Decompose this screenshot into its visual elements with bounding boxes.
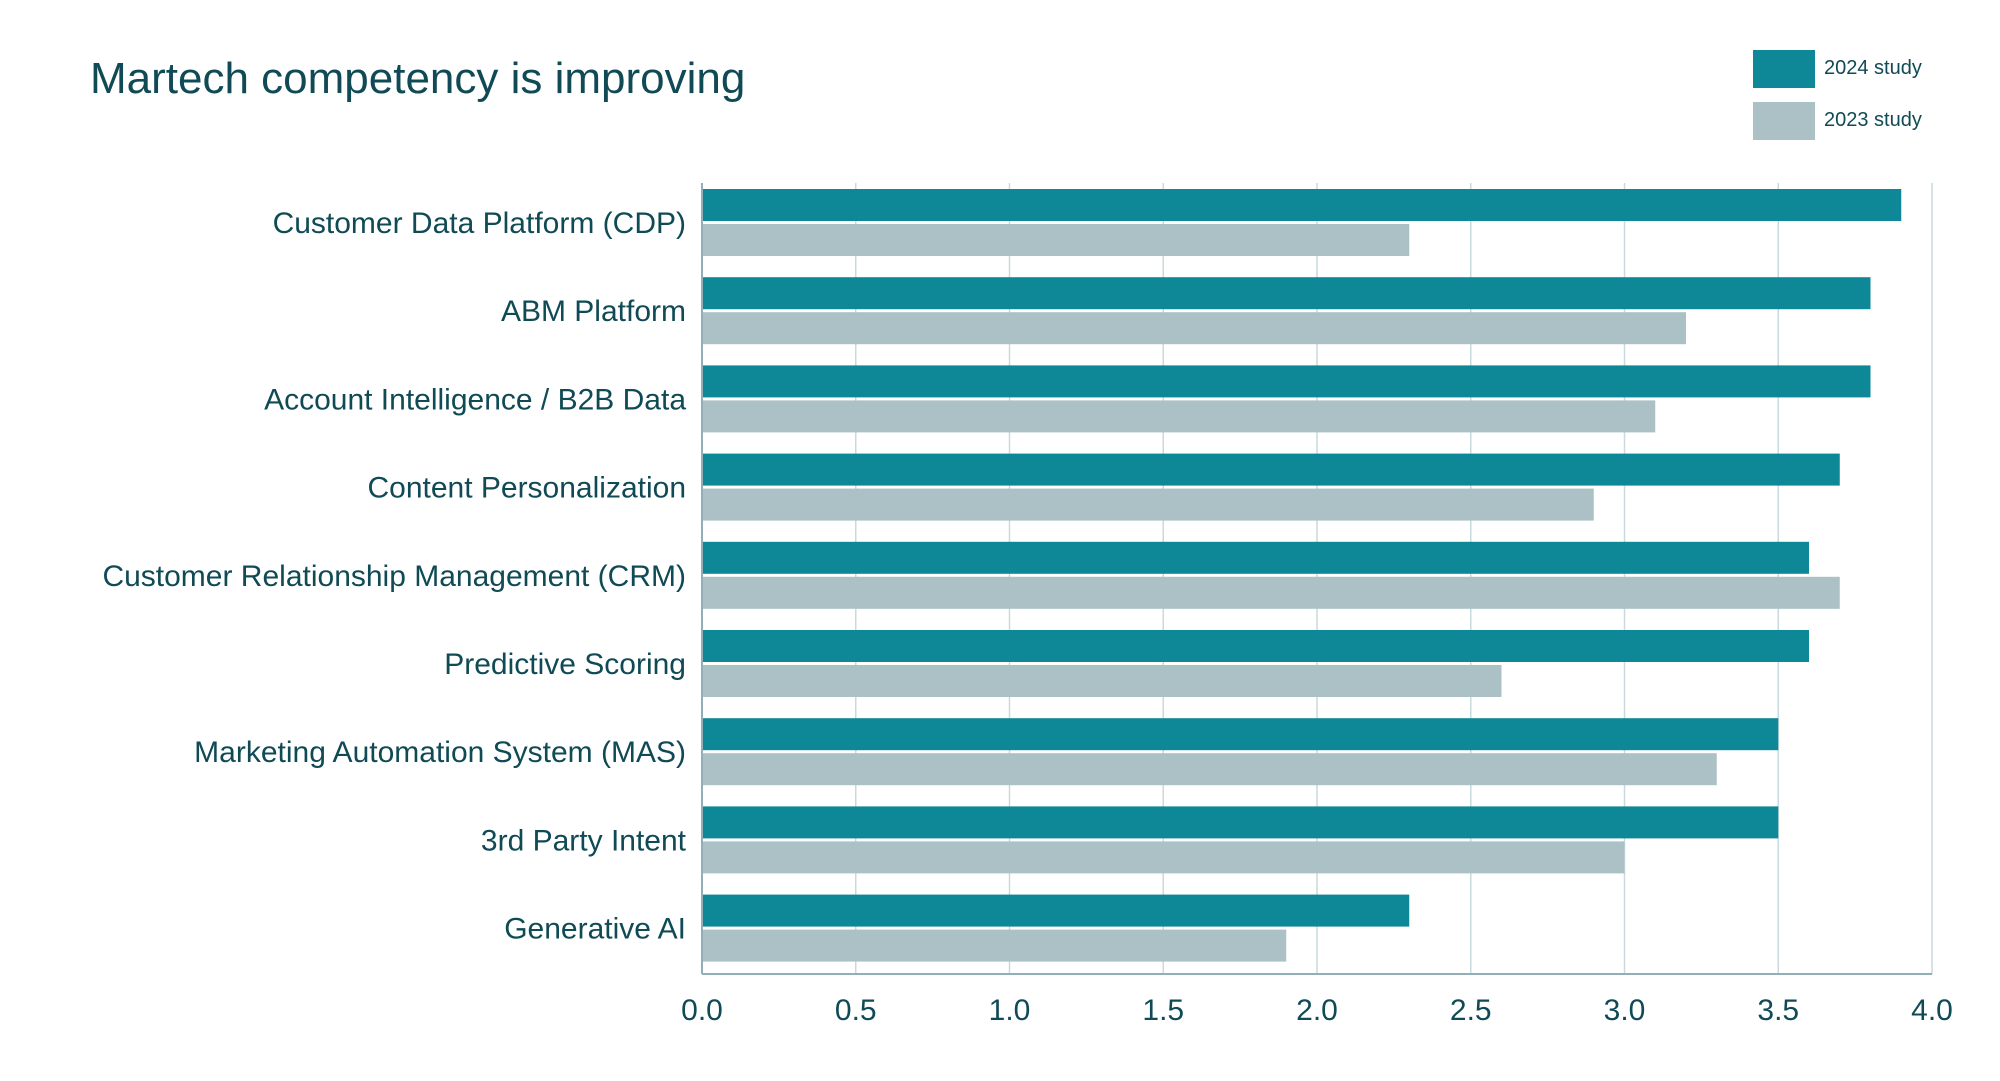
category-label: Generative AI bbox=[504, 913, 686, 946]
bar-series-1 bbox=[703, 806, 1779, 839]
x-tick-label: 2.0 bbox=[1296, 994, 1338, 1027]
bar-series-2 bbox=[703, 488, 1594, 521]
bar-series-1 bbox=[703, 365, 1871, 398]
legend-label: 2024 study bbox=[1824, 57, 1922, 79]
bar-series-1 bbox=[703, 189, 1902, 221]
legend-swatch bbox=[1753, 102, 1815, 140]
x-tick-label: 3.0 bbox=[1604, 994, 1646, 1027]
bar-series-2 bbox=[703, 576, 1840, 609]
x-tick-label: 0.0 bbox=[681, 994, 723, 1027]
bar-series-1 bbox=[703, 277, 1871, 310]
category-label: Predictive Scoring bbox=[444, 648, 686, 681]
x-tick-label: 1.0 bbox=[989, 994, 1031, 1027]
bar-series-2 bbox=[703, 400, 1656, 433]
category-label: Customer Relationship Management (CRM) bbox=[102, 560, 686, 593]
bars bbox=[703, 189, 1902, 962]
legend-swatch bbox=[1753, 50, 1815, 88]
x-tick-label: 1.5 bbox=[1142, 994, 1184, 1027]
chart-title: Martech competency is improving bbox=[90, 54, 746, 103]
axes bbox=[701, 183, 1932, 975]
bar-series-1 bbox=[703, 453, 1840, 486]
bar-series-1 bbox=[703, 718, 1779, 751]
tick-labels: 0.0 0.5 1.0 1.5 2.0 2.5 3.0 3.5 4.0 bbox=[681, 994, 1953, 1027]
bar-series-1 bbox=[703, 541, 1809, 574]
category-labels: Customer Data Platform (CDP) ABM Platform… bbox=[102, 207, 686, 946]
bar-series-2 bbox=[703, 224, 1410, 256]
bar-series-2 bbox=[703, 312, 1686, 345]
legend: 2024 study 2023 study bbox=[1753, 50, 1922, 140]
bar-series-1 bbox=[703, 630, 1809, 662]
legend-label: 2023 study bbox=[1824, 109, 1922, 131]
x-tick-label: 4.0 bbox=[1911, 994, 1953, 1027]
x-tick-label: 0.5 bbox=[835, 994, 877, 1027]
category-label: Marketing Automation System (MAS) bbox=[194, 736, 686, 769]
x-tick-label: 2.5 bbox=[1450, 994, 1492, 1027]
bar-series-2 bbox=[703, 929, 1287, 962]
category-label: Content Personalization bbox=[367, 472, 686, 505]
bar-series-1 bbox=[703, 894, 1410, 927]
bar-series-2 bbox=[703, 841, 1625, 874]
bar-series-2 bbox=[703, 665, 1502, 697]
bar-series-2 bbox=[703, 753, 1717, 786]
category-label: 3rd Party Intent bbox=[481, 824, 687, 857]
category-label: Account Intelligence / B2B Data bbox=[264, 383, 686, 416]
category-label: Customer Data Platform (CDP) bbox=[273, 207, 686, 240]
x-tick-label: 3.5 bbox=[1757, 994, 1799, 1027]
category-label: ABM Platform bbox=[501, 295, 686, 328]
